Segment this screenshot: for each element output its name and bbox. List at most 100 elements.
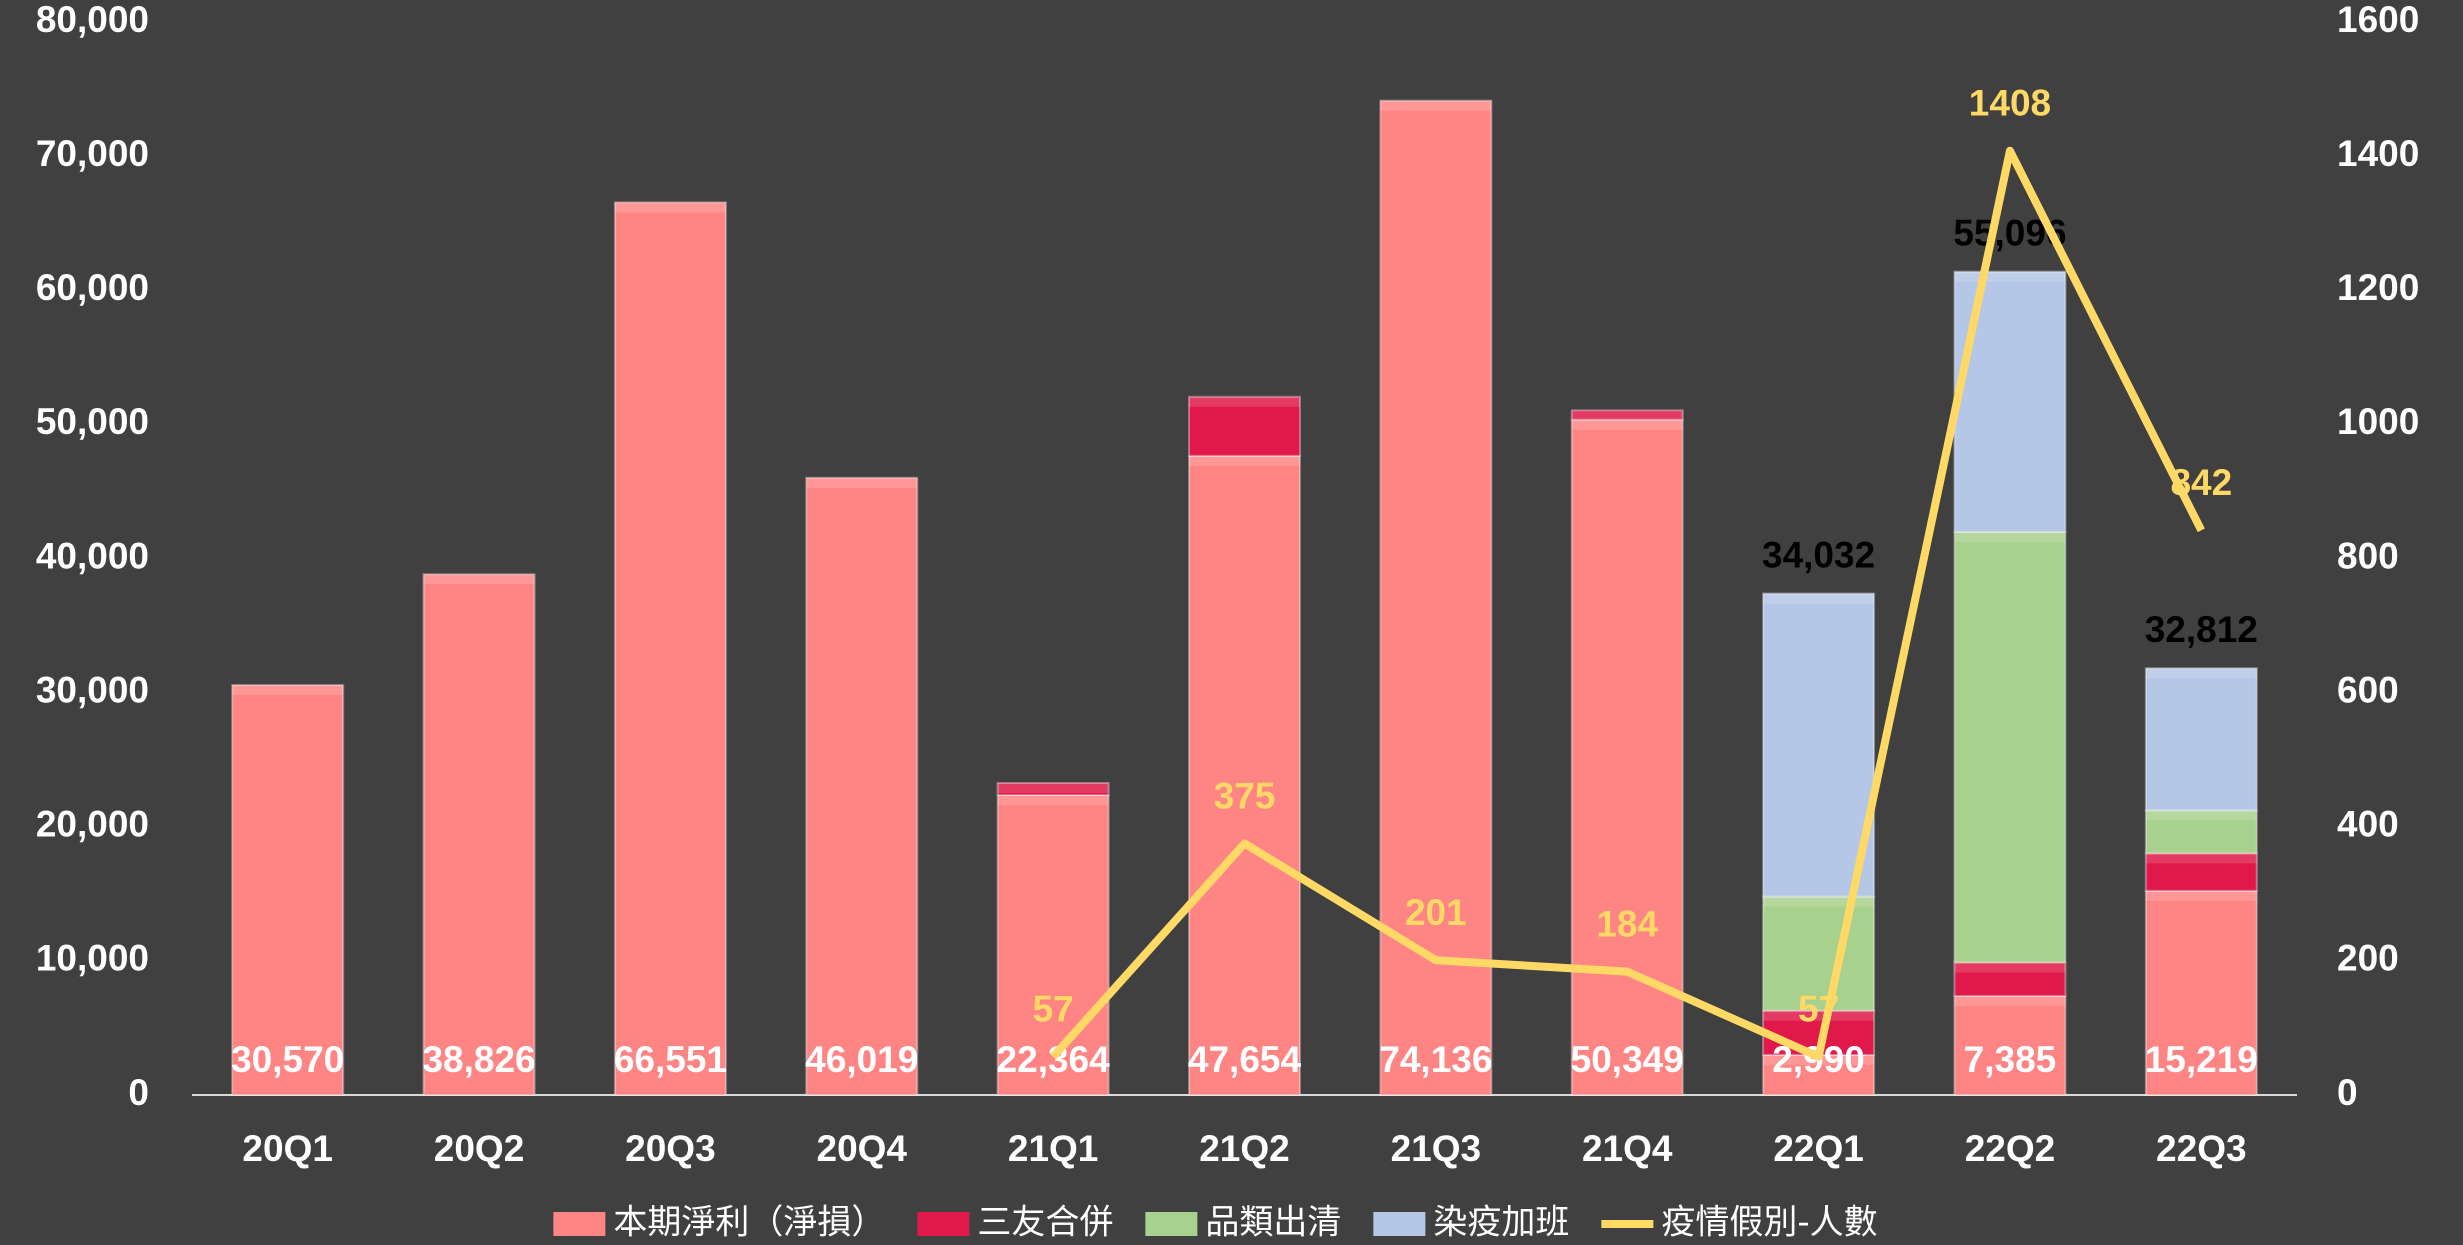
bar-segment [805, 476, 919, 1097]
bar-highlight [1954, 531, 2066, 542]
bar-highlight [232, 684, 344, 695]
bar-segment [1188, 395, 1301, 457]
bar-highlight [2145, 668, 2257, 679]
x-tick-label: 21Q1 [1008, 1128, 1099, 1169]
bar-segment [231, 683, 345, 1096]
line-value-label: 375 [1214, 775, 1276, 816]
bar-highlight [2145, 890, 2257, 901]
bar-highlight [997, 795, 1109, 806]
bar-highlight [1954, 271, 2066, 282]
y-tick-label: 30,000 [36, 669, 149, 710]
bar-highlight [997, 782, 1109, 793]
bar-segment [613, 201, 727, 1097]
bar-highlight [1763, 1010, 1875, 1021]
bar-highlight [806, 477, 918, 488]
y2-tick-label: 200 [2337, 938, 2399, 979]
bar-segment [2144, 852, 2258, 892]
value-label: 47,654 [1188, 1039, 1302, 1080]
total-label: 32,812 [2145, 609, 2258, 650]
value-label: 50,349 [1571, 1039, 1684, 1080]
legend-swatch [1145, 1212, 1198, 1236]
bar-highlight [1954, 995, 2066, 1006]
bar-segment [1762, 1053, 1876, 1096]
y-tick-label: 50,000 [36, 401, 149, 442]
bar-segment [2144, 809, 2258, 855]
legend-swatch [553, 1212, 606, 1236]
bar-highlight [1380, 100, 1492, 111]
bar-highlight [1189, 455, 1300, 466]
line-value-label: 201 [1405, 892, 1467, 933]
y2-tick-label: 1600 [2337, 0, 2419, 40]
bar-segment [1953, 530, 2067, 964]
bar-segment [1953, 961, 2067, 997]
value-label: 22,364 [997, 1039, 1111, 1080]
bar-highlight [423, 574, 535, 585]
bar-highlight [614, 202, 726, 213]
x-tick-label: 21Q2 [1199, 1128, 1290, 1169]
y-tick-label: 60,000 [36, 267, 149, 308]
bar-segment [1953, 270, 2067, 533]
y2-tick-label: 800 [2337, 535, 2399, 576]
value-label: 7,385 [1964, 1039, 2057, 1080]
y-tick-label: 0 [128, 1072, 149, 1113]
line-value-label: 1408 [1969, 83, 2051, 124]
y2-tick-label: 1400 [2337, 133, 2419, 174]
bar-segment [1762, 592, 1876, 898]
bar-segment [996, 781, 1110, 797]
bar-highlight [1571, 410, 1683, 420]
legend-swatch [1373, 1212, 1426, 1236]
x-tick-label: 20Q1 [242, 1128, 333, 1169]
line [1050, 146, 2205, 1061]
value-label: 74,136 [1379, 1039, 1492, 1080]
legend-swatch [917, 1212, 970, 1236]
bar-highlight [1763, 896, 1875, 907]
legend-label: 染疫加班 [1433, 1203, 1569, 1243]
value-label: 46,019 [805, 1039, 918, 1080]
y-tick-label: 40,000 [36, 535, 149, 576]
x-tick-label: 21Q4 [1582, 1128, 1673, 1169]
legend-label: 本期淨利（淨損） [613, 1203, 885, 1243]
value-label: 15,219 [2145, 1039, 2258, 1080]
x-tick-label: 20Q2 [434, 1128, 525, 1169]
bar-segment [1188, 454, 1301, 1097]
y-tick-label: 70,000 [36, 133, 149, 174]
x-tick-label: 20Q4 [817, 1128, 908, 1169]
legend-label: 品類出清 [1205, 1203, 1341, 1243]
y2-tick-label: 400 [2337, 804, 2399, 845]
x-tick-label: 22Q1 [1773, 1128, 1864, 1169]
y2-tick-label: 0 [2337, 1072, 2358, 1113]
value-label: 30,570 [231, 1039, 344, 1080]
bar-segment [1953, 994, 2067, 1096]
bar-segment [1570, 418, 1684, 1096]
bar-highlight [2145, 810, 2257, 821]
y2-tick-label: 1200 [2337, 267, 2419, 308]
bar-highlight [1954, 962, 2066, 973]
total-label: 34,032 [1762, 534, 1875, 575]
bar-highlight [1189, 396, 1300, 407]
bar-segment [996, 794, 1110, 1096]
value-label: 38,826 [422, 1039, 535, 1080]
line-value-label: 184 [1596, 903, 1658, 944]
line-value-label: 57 [1033, 989, 1074, 1030]
value-label: 66,551 [614, 1039, 727, 1080]
bar-highlight [1571, 419, 1683, 430]
y-tick-label: 80,000 [36, 0, 149, 40]
bar-highlight [1763, 593, 1875, 604]
x-tick-label: 20Q3 [625, 1128, 716, 1169]
bar-segment [2144, 889, 2258, 1097]
y2-tick-label: 1000 [2337, 401, 2419, 442]
legend-label: 三友合併 [977, 1203, 1113, 1243]
legend-label: 疫情假別-人數 [1661, 1203, 1877, 1243]
bar-segment [1379, 99, 1493, 1097]
line-value-label: 842 [2170, 462, 2232, 503]
bar-highlight [2145, 853, 2257, 864]
line-value-label: 57 [1798, 989, 1839, 1030]
y2-tick-label: 600 [2337, 669, 2399, 710]
bar-segment [1762, 895, 1876, 1012]
x-tick-label: 21Q3 [1391, 1128, 1482, 1169]
y-tick-label: 10,000 [36, 938, 149, 979]
bar-segment [1570, 409, 1684, 421]
y-tick-label: 20,000 [36, 804, 149, 845]
x-tick-label: 22Q3 [2156, 1128, 2247, 1169]
